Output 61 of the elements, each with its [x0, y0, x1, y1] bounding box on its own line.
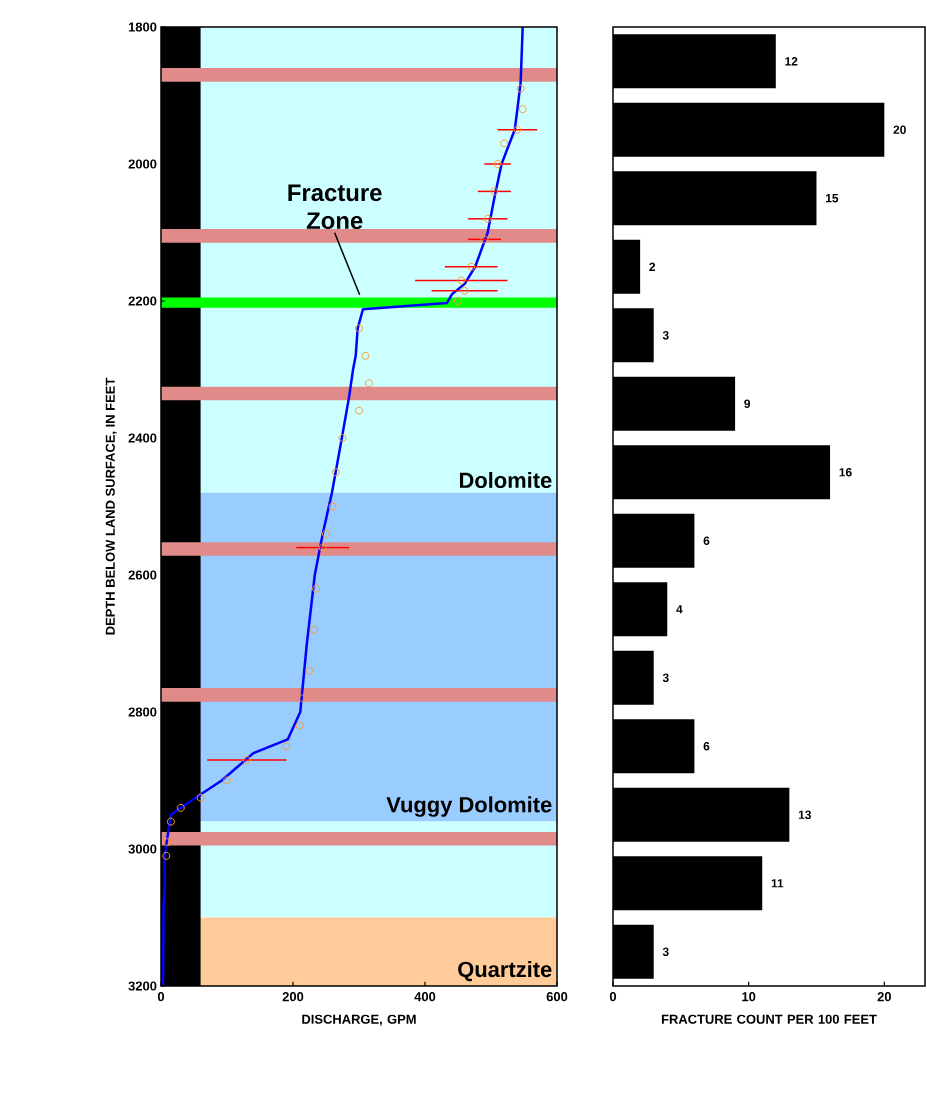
point — [490, 187, 499, 196]
point — [364, 379, 373, 388]
y-tick-label: 2200 — [128, 296, 157, 306]
x-tick-label: 0 — [157, 992, 165, 1002]
band-label: Dolomite — [459, 471, 552, 489]
point — [460, 286, 469, 295]
x-tick-label: 200 — [282, 992, 304, 1002]
data-label: 20 — [893, 125, 906, 134]
point — [513, 125, 522, 134]
point — [457, 276, 466, 285]
data-label: 3 — [662, 331, 669, 340]
point — [162, 851, 171, 860]
point — [467, 262, 476, 271]
point — [305, 666, 314, 675]
x-tick-label: 400 — [414, 992, 436, 1002]
data-label: 15 — [825, 194, 839, 203]
y-tick-label: 1800 — [128, 22, 157, 32]
data-label: 12 — [785, 57, 798, 66]
point — [176, 803, 185, 812]
band-label: Vuggy Dolomite — [386, 796, 552, 817]
annotation: Fracture Zone — [288, 184, 382, 230]
point — [318, 543, 327, 552]
data-label: 6 — [703, 742, 710, 751]
data-label: 16 — [839, 468, 852, 477]
data-label: 4 — [676, 605, 683, 614]
y-tick-label: 3200 — [128, 981, 157, 991]
point — [242, 755, 251, 764]
point — [483, 214, 492, 223]
point — [298, 694, 307, 703]
y-tick-label: 2000 — [128, 159, 157, 169]
x-tick-label: 600 — [546, 992, 568, 1002]
point — [480, 235, 489, 244]
point — [518, 105, 527, 114]
x-axis-title: DISCHARGE, GPM — [302, 1014, 416, 1026]
point — [361, 351, 370, 360]
y-axis-title: DEPTH BELOW LAND SURFACE, IN FEET — [105, 377, 117, 635]
data-label: 11 — [771, 879, 784, 888]
y-tick-label: 2600 — [128, 570, 157, 580]
y-tick-label: 2400 — [128, 433, 157, 443]
data-label: 9 — [744, 399, 751, 408]
point — [493, 160, 502, 168]
point — [500, 139, 509, 148]
x-tick-label: 10 — [742, 992, 756, 1002]
data-label: 13 — [798, 810, 811, 820]
point — [312, 584, 321, 593]
point — [322, 529, 330, 538]
point — [166, 817, 175, 826]
point — [282, 742, 291, 751]
data-label: 2 — [649, 262, 656, 271]
y-tick-label: 2800 — [128, 707, 157, 717]
x-axis-title: FRACTURE COUNT PER 100 FEET — [661, 1014, 877, 1024]
x-tick-label: 20 — [877, 992, 891, 1002]
data-label: 3 — [662, 947, 669, 957]
x-tick-label: 0 — [609, 992, 617, 1002]
data-label: 6 — [703, 536, 710, 545]
y-tick-label: 3000 — [128, 844, 157, 854]
point — [163, 838, 172, 847]
data-label: 3 — [662, 673, 669, 682]
band-label: Quartzite — [458, 961, 552, 982]
point — [331, 468, 340, 477]
point — [310, 625, 319, 634]
